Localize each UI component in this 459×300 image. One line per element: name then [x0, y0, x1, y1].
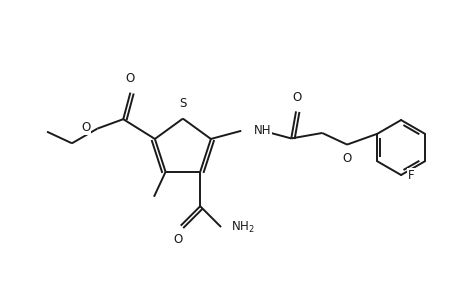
- Text: O: O: [81, 121, 90, 134]
- Text: NH: NH: [253, 124, 271, 137]
- Text: S: S: [179, 97, 186, 110]
- Text: O: O: [173, 233, 182, 246]
- Text: NH$_2$: NH$_2$: [230, 220, 254, 235]
- Text: O: O: [342, 152, 351, 165]
- Text: F: F: [407, 169, 414, 182]
- Text: O: O: [125, 72, 134, 85]
- Text: O: O: [292, 91, 301, 104]
